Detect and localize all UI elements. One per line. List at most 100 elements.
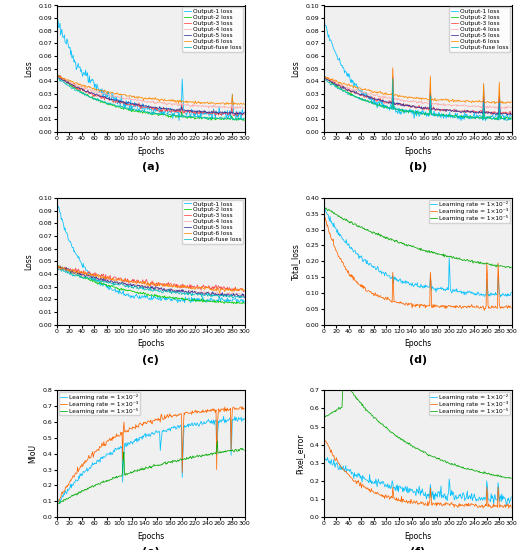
Output-3 loss <box>432 107 438 114</box>
Learning rate = 1×10⁻⁵ <box>508 475 514 481</box>
Output-6 loss <box>479 98 485 105</box>
Learning rate = 1×10⁻² <box>497 294 504 300</box>
Output-6 loss <box>433 98 439 104</box>
Output-2 loss <box>491 115 497 122</box>
Text: (f): (f) <box>410 547 425 550</box>
Output-4 loss <box>165 100 172 107</box>
Output-4 loss <box>169 286 175 293</box>
Output-4 loss <box>321 75 327 81</box>
Output-6 loss <box>432 97 438 103</box>
Learning rate = 1×10⁻² <box>508 289 514 295</box>
Learning rate = 1×10⁻⁵ <box>165 459 171 465</box>
Output-6 loss <box>54 264 60 271</box>
Learning rate = 1×10⁻⁵ <box>507 265 513 272</box>
Learning rate = 1×10⁻⁵ <box>340 387 346 394</box>
Output-5 loss <box>321 74 327 81</box>
Learning rate = 1×10⁻³ <box>54 502 60 508</box>
Output-3 loss <box>241 111 247 118</box>
Output-2 loss <box>54 262 60 268</box>
Learning rate = 1×10⁻⁵ <box>432 454 438 461</box>
Output-5 loss <box>169 106 175 113</box>
Output-5 loss <box>491 109 497 116</box>
Output-4 loss <box>54 73 60 80</box>
Output-1 loss <box>321 19 327 25</box>
Output-fuse loss <box>211 115 218 122</box>
Output-2 loss <box>165 114 172 120</box>
Legend: Output-1 loss, Output-2 loss, Output-3 loss, Output-4 loss, Output-5 loss, Outpu: Output-1 loss, Output-2 loss, Output-3 l… <box>183 200 243 244</box>
Output-6 loss <box>223 100 230 106</box>
Output-5 loss <box>211 109 218 116</box>
Output-4 loss <box>241 293 247 300</box>
Output-6 loss <box>321 73 327 80</box>
Output-fuse loss <box>165 286 172 293</box>
Output-5 loss <box>54 73 60 80</box>
Line: Output-1 loss: Output-1 loss <box>57 18 244 120</box>
Output-4 loss <box>212 291 219 298</box>
Learning rate = 1×10⁻⁵ <box>432 250 438 257</box>
Output-2 loss <box>436 113 442 119</box>
Learning rate = 1×10⁻² <box>432 285 438 292</box>
Output-2 loss <box>223 116 230 123</box>
Output-1 loss <box>432 111 438 117</box>
Output-2 loss <box>224 299 231 306</box>
Output-3 loss <box>508 111 514 118</box>
Learning rate = 1×10⁻³ <box>432 304 438 310</box>
Learning rate = 1×10⁻² <box>321 205 327 211</box>
Line: Learning rate = 1×10⁻⁵: Learning rate = 1×10⁻⁵ <box>324 390 511 478</box>
Output-fuse loss <box>503 117 509 124</box>
Output-3 loss <box>165 279 172 285</box>
Output-1 loss <box>165 295 171 302</box>
Learning rate = 1×10⁻⁵ <box>479 260 485 267</box>
Output-fuse loss <box>432 111 438 118</box>
Output-3 loss <box>54 263 60 270</box>
Output-3 loss <box>322 74 328 80</box>
Line: Output-2 loss: Output-2 loss <box>324 76 511 120</box>
Output-2 loss <box>54 70 60 76</box>
Output-fuse loss <box>479 116 485 122</box>
Output-3 loss <box>55 264 61 271</box>
Learning rate = 1×10⁻³ <box>322 213 328 220</box>
Learning rate = 1×10⁻³ <box>165 414 172 421</box>
Learning rate = 1×10⁻² <box>166 425 172 432</box>
Learning rate = 1×10⁻² <box>225 417 231 424</box>
Output-6 loss <box>211 100 218 107</box>
Output-5 loss <box>54 263 60 270</box>
Learning rate = 1×10⁻⁵ <box>165 458 172 465</box>
Output-6 loss <box>492 101 498 107</box>
Learning rate = 1×10⁻² <box>241 415 247 422</box>
Output-fuse loss <box>435 112 442 118</box>
Output-6 loss <box>169 97 175 103</box>
Learning rate = 1×10⁻² <box>321 455 327 461</box>
Output-1 loss <box>491 114 497 120</box>
Output-fuse loss <box>165 111 171 118</box>
Output-1 loss <box>54 199 60 205</box>
Output-1 loss <box>435 109 442 116</box>
Output-3 loss <box>223 109 230 116</box>
Output-1 loss <box>241 298 247 304</box>
Output-fuse loss <box>169 112 175 118</box>
Learning rate = 1×10⁻³ <box>223 408 230 414</box>
Output-1 loss <box>54 18 60 24</box>
Output-2 loss <box>165 294 172 301</box>
Output-4 loss <box>241 105 247 112</box>
Learning rate = 1×10⁻⁵ <box>321 414 327 420</box>
Output-1 loss <box>508 113 514 120</box>
Output-2 loss <box>433 112 439 118</box>
Output-1 loss <box>54 14 60 21</box>
Output-5 loss <box>432 107 438 113</box>
Output-6 loss <box>212 286 219 293</box>
Learning rate = 1×10⁻⁵ <box>479 470 485 476</box>
Output-1 loss <box>241 109 247 116</box>
Y-axis label: Pixel_error: Pixel_error <box>295 433 304 474</box>
Line: Output-6 loss: Output-6 loss <box>57 266 244 293</box>
Text: (e): (e) <box>142 547 160 550</box>
Output-fuse loss <box>229 294 235 301</box>
Learning rate = 1×10⁻² <box>220 413 226 420</box>
Learning rate = 1×10⁻³ <box>321 210 327 217</box>
Learning rate = 1×10⁻³ <box>241 406 247 412</box>
Output-1 loss <box>479 113 485 119</box>
Output-4 loss <box>224 290 231 297</box>
Legend: Learning rate = 1×10⁻², Learning rate = 1×10⁻³, Learning rate = 1×10⁻⁵: Learning rate = 1×10⁻², Learning rate = … <box>429 392 510 415</box>
Learning rate = 1×10⁻⁵ <box>54 502 60 508</box>
Learning rate = 1×10⁻⁵ <box>433 251 439 257</box>
